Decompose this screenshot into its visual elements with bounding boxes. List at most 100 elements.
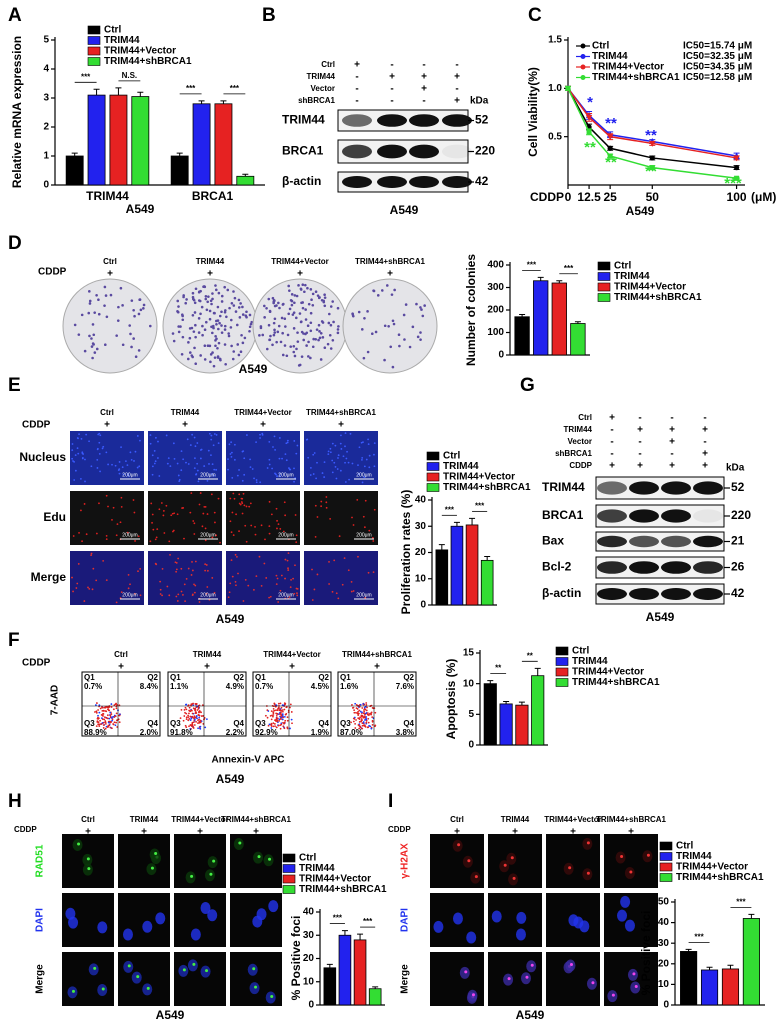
event-dot	[366, 712, 369, 715]
cell-dot	[230, 441, 233, 444]
y-tick-label: 40	[415, 495, 427, 506]
colony	[220, 331, 224, 334]
event-dot	[357, 724, 360, 726]
cell-dot	[316, 516, 319, 518]
cell-dot	[276, 475, 278, 478]
cell-dot	[373, 453, 375, 456]
cell-dot	[244, 579, 247, 581]
cell-dot	[112, 506, 115, 509]
y-tick-label: 40	[658, 917, 670, 928]
event-dot	[184, 711, 186, 714]
cell-dot	[105, 538, 108, 541]
blot-band	[342, 144, 372, 159]
colony	[370, 332, 374, 336]
cell-dot	[180, 469, 183, 472]
cell-dot	[129, 451, 132, 454]
event-dot	[281, 715, 284, 717]
condition-label: Ctrl	[321, 60, 335, 69]
cell-dot	[206, 513, 209, 515]
protein-label: BRCA1	[282, 144, 324, 158]
cell-dot	[219, 541, 221, 544]
colony	[216, 356, 220, 359]
flow-plot	[252, 671, 332, 737]
cell-dot	[295, 541, 298, 544]
error-bar	[176, 152, 183, 156]
event-dot	[275, 717, 278, 719]
size-label: 26	[731, 560, 745, 574]
cell-dot	[199, 457, 202, 460]
colony	[203, 358, 207, 361]
y-tick-label: 50	[658, 897, 670, 908]
cell-dot	[73, 460, 76, 463]
error-bar	[453, 521, 460, 527]
cell-dot	[78, 532, 80, 534]
colony	[331, 339, 335, 342]
cell-dot	[238, 530, 240, 533]
event-dot	[275, 712, 278, 715]
colony	[323, 293, 326, 297]
cell-dot	[80, 509, 82, 512]
legend-label: Ctrl	[299, 853, 316, 864]
cell-dot	[126, 464, 129, 467]
cell-dot	[84, 480, 86, 483]
cell-dot	[204, 569, 207, 572]
quadrant-value: 3.8%	[396, 728, 414, 737]
event-dot	[104, 710, 107, 712]
colony	[214, 288, 218, 292]
y-tick-label: 2	[43, 122, 49, 133]
sign: -	[703, 413, 706, 424]
legend-swatch	[555, 646, 569, 656]
event-dot	[281, 713, 284, 716]
x-axis-label: A549	[626, 204, 655, 218]
colony	[290, 303, 294, 307]
colony	[304, 283, 307, 287]
blot-band	[377, 144, 407, 159]
colony	[208, 344, 212, 348]
quadrant-value: 2.0%	[140, 728, 158, 737]
nucleus	[142, 920, 153, 933]
cell-dot	[98, 452, 101, 455]
event-dot	[370, 727, 373, 730]
colony	[301, 283, 305, 287]
column-header: TRIM44+shBRCA1	[306, 408, 377, 417]
legend-swatch	[555, 678, 569, 687]
cell-dot	[249, 466, 252, 469]
colony	[200, 305, 204, 309]
colony	[268, 338, 272, 342]
cell-dot	[204, 505, 207, 508]
legend-swatch	[282, 853, 296, 863]
cell-line: A549	[516, 1008, 545, 1022]
row-label: γ-H2AX	[400, 843, 411, 879]
event-dot	[362, 721, 365, 723]
colony	[198, 290, 201, 293]
micrograph	[488, 952, 542, 1006]
colony	[109, 293, 113, 297]
error-bar	[372, 986, 379, 989]
event-dot	[113, 721, 116, 724]
cell-dot	[154, 538, 157, 541]
cell-dot	[250, 524, 253, 527]
nucleus	[433, 920, 444, 933]
colony	[208, 317, 212, 321]
cell-dot	[71, 576, 73, 579]
nucleus	[491, 910, 502, 923]
sign: +	[637, 425, 643, 436]
legend-swatch	[555, 667, 569, 677]
colony	[326, 342, 330, 346]
quadrant-value: 88.9%	[84, 728, 107, 737]
cell-dot	[233, 443, 236, 446]
cell-dot	[102, 445, 105, 448]
colony	[271, 343, 274, 347]
colony	[186, 357, 190, 361]
y-tick-label: 10	[463, 678, 475, 689]
cell-dot	[155, 436, 157, 439]
cell-dot	[260, 585, 263, 587]
column-header: TRIM44+Vector	[171, 815, 229, 824]
cell-dot	[102, 559, 105, 562]
micrograph	[118, 834, 170, 888]
x-tick-label: 0	[565, 190, 572, 204]
bar	[465, 524, 479, 606]
y-axis-label: Number of colonies	[464, 254, 478, 366]
cell-dot	[88, 587, 91, 590]
cell-dot	[340, 434, 342, 437]
